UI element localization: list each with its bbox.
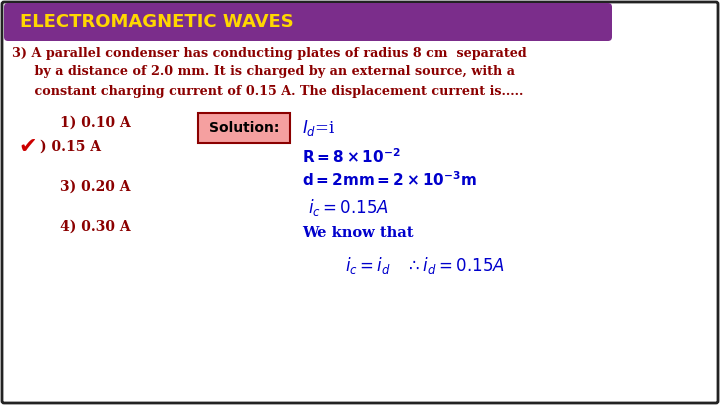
Text: $i_c = i_d \quad \therefore i_d = 0.15A$: $i_c = i_d \quad \therefore i_d = 0.15A$ xyxy=(345,254,505,275)
Text: ) 0.15 A: ) 0.15 A xyxy=(40,140,101,154)
FancyBboxPatch shape xyxy=(198,113,290,143)
Text: 3) 0.20 A: 3) 0.20 A xyxy=(60,180,130,194)
Text: 1) 0.10 A: 1) 0.10 A xyxy=(60,116,131,130)
Text: ELECTROMAGNETIC WAVES: ELECTROMAGNETIC WAVES xyxy=(20,13,294,31)
Text: constant charging current of 0.15 A. The displacement current is.....: constant charging current of 0.15 A. The… xyxy=(12,85,523,98)
Text: $I_d$=i: $I_d$=i xyxy=(302,118,336,138)
FancyBboxPatch shape xyxy=(4,3,612,41)
Text: ✔: ✔ xyxy=(18,137,37,157)
Text: $\mathbf{R = 8\times10^{-2}}$: $\mathbf{R = 8\times10^{-2}}$ xyxy=(302,148,400,166)
Text: $i_c = 0.15A$: $i_c = 0.15A$ xyxy=(308,198,390,219)
Text: Solution:: Solution: xyxy=(209,121,279,135)
Text: We know that: We know that xyxy=(302,226,413,240)
Text: 4) 0.30 A: 4) 0.30 A xyxy=(60,220,130,234)
Text: $\mathbf{d = 2mm = 2\times10^{-3}m}$: $\mathbf{d = 2mm = 2\times10^{-3}m}$ xyxy=(302,171,477,190)
Text: by a distance of 2.0 mm. It is charged by an external source, with a: by a distance of 2.0 mm. It is charged b… xyxy=(12,66,515,79)
Text: 3) A parallel condenser has conducting plates of radius 8 cm  separated: 3) A parallel condenser has conducting p… xyxy=(12,47,527,60)
